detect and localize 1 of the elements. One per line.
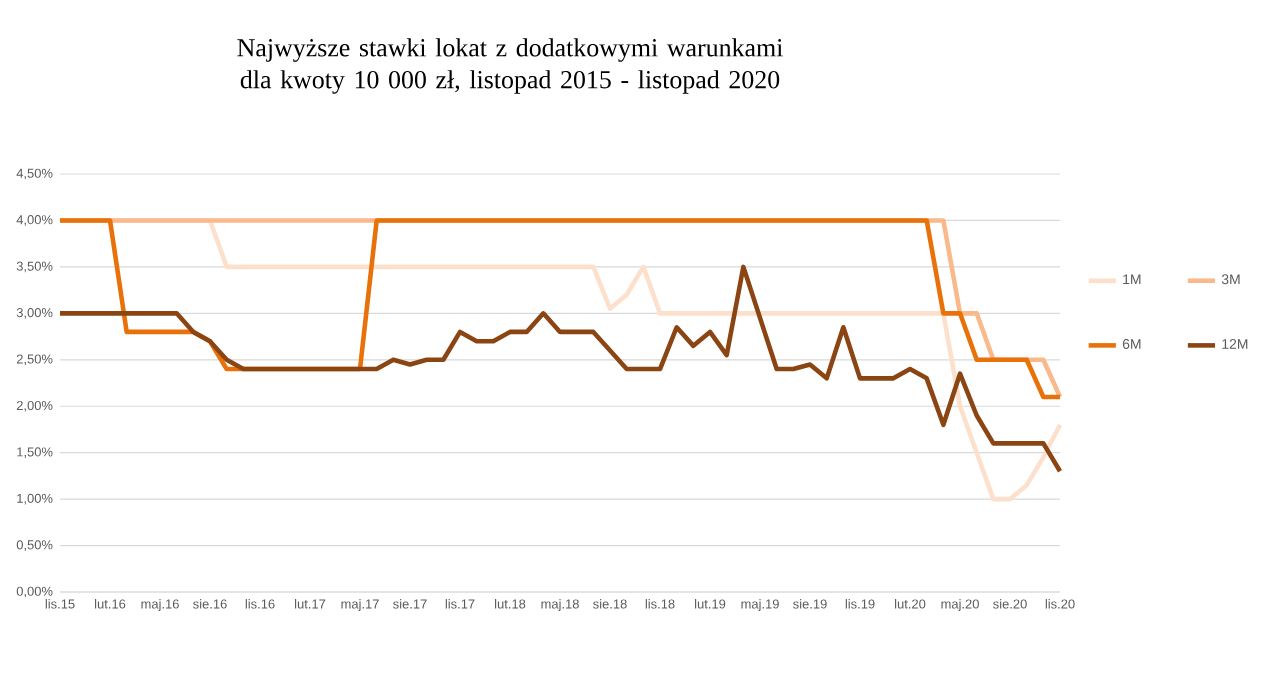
chart-title: Najwyższe stawki lokat z dodatkowymi warunkami dla kwoty 10 000 zł, listopad 2015 - listopad 2020	[237, 38, 783, 94]
